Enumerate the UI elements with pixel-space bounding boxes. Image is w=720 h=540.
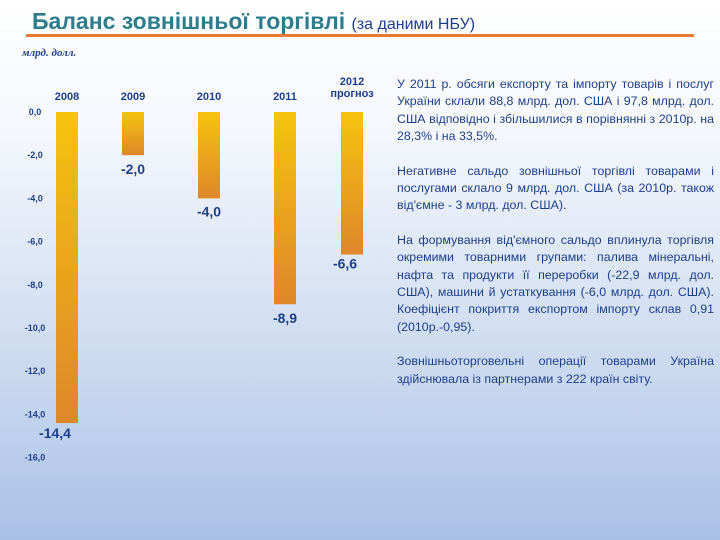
title-main: Баланс зовнішньої торгівлі: [32, 8, 346, 34]
page-title: Баланс зовнішньої торгівлі (за даними НБ…: [32, 8, 475, 35]
commentary-paragraph: У 2011 р. обсяги експорту та імпорту тов…: [397, 77, 714, 144]
category-label: 2009: [121, 91, 145, 103]
y-tick-label: -16,0: [25, 453, 46, 463]
y-tick-label: -2,0: [27, 150, 43, 160]
bars: [56, 112, 363, 424]
category-label: 2010: [197, 91, 221, 103]
bar: [122, 112, 144, 156]
category-label: 2008: [55, 91, 79, 103]
y-tick-label: -8,0: [27, 280, 43, 290]
commentary: У 2011 р. обсяги експорту та імпорту тов…: [397, 76, 714, 388]
data-label: -4,0: [197, 203, 221, 219]
data-label: -8,9: [273, 310, 297, 326]
commentary-paragraph: Негативне сальдо зовнішньої торгівлі тов…: [397, 163, 714, 213]
commentary-paragraph: На формування від'ємного сальдо вплинула…: [397, 232, 714, 334]
unit-label: млрд. долл.: [22, 47, 77, 59]
title-subtitle: (за даними НБУ): [351, 16, 476, 33]
data-label: -6,6: [333, 256, 357, 272]
category-label: 2011: [273, 91, 297, 103]
value-labels: -14,4 -2,0 -4,0 -8,9 -6,6: [39, 161, 357, 441]
data-label: -2,0: [121, 161, 145, 177]
category-label: прогноз: [330, 88, 374, 100]
bar: [198, 112, 220, 199]
bar: [56, 112, 78, 424]
title-underline: [26, 34, 694, 37]
y-axis: 0,0 -2,0 -4,0 -6,0 -8,0 -10,0 -12,0 -14,0 -16,0: [25, 107, 46, 463]
y-tick-label: -12,0: [25, 366, 46, 376]
y-tick-label: -10,0: [25, 323, 46, 333]
y-tick-label: 0,0: [29, 107, 42, 117]
bar: [341, 112, 363, 255]
commentary-paragraph: Зовнішньоторговельні операції товарами У…: [397, 354, 714, 386]
category-label: 2012: [340, 76, 364, 88]
y-tick-label: -14,0: [25, 409, 46, 419]
y-tick-label: -6,0: [27, 237, 43, 247]
data-label: -14,4: [39, 425, 71, 441]
y-tick-label: -4,0: [27, 193, 43, 203]
bar: [274, 112, 296, 305]
